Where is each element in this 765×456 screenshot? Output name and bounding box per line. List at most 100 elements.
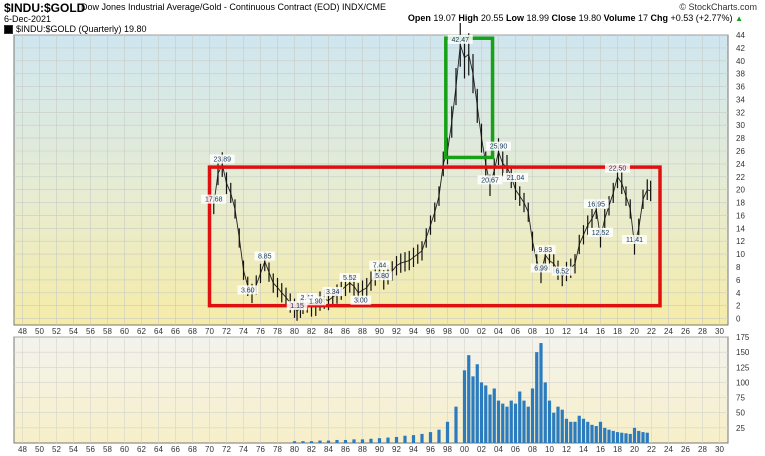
volume-bar bbox=[615, 432, 620, 443]
data-label-bg bbox=[551, 266, 573, 276]
volume-x-tick-label: 90 bbox=[375, 445, 384, 454]
data-label: 22.50 bbox=[605, 163, 630, 173]
y-tick-label: 28 bbox=[736, 134, 745, 143]
volume-bar bbox=[462, 370, 467, 443]
volume-x-tick-label: 26 bbox=[681, 445, 690, 454]
volume-x-tick-label: 88 bbox=[358, 445, 367, 454]
data-label-text: 23.89 bbox=[213, 157, 231, 164]
data-label-text: 22.50 bbox=[609, 166, 627, 173]
volume-y-tick-label: 50 bbox=[736, 409, 745, 418]
y-tick-label: 38 bbox=[736, 70, 745, 79]
volume-x-tick-label: 76 bbox=[256, 445, 265, 454]
x-tick-label: 96 bbox=[426, 327, 435, 336]
data-label-text: 20.67 bbox=[481, 177, 499, 184]
data-label-text: 12.52 bbox=[592, 230, 610, 237]
volume-x-tick-label: 74 bbox=[239, 445, 248, 454]
data-label-bg bbox=[605, 163, 630, 173]
volume-x-tick-label: 50 bbox=[35, 445, 44, 454]
data-label: 16.95 bbox=[583, 199, 609, 209]
volume-bar bbox=[581, 418, 586, 443]
volume-bar bbox=[501, 403, 505, 443]
volume-bar bbox=[603, 427, 607, 443]
volume-bar bbox=[505, 406, 509, 443]
volume-bar bbox=[471, 376, 475, 443]
x-tick-label: 48 bbox=[18, 327, 27, 336]
volume-x-tick-label: 12 bbox=[562, 445, 571, 454]
x-tick-label: 56 bbox=[86, 327, 95, 336]
data-label-text: 5.52 bbox=[343, 275, 357, 282]
x-tick-label: 66 bbox=[171, 327, 180, 336]
x-tick-label: 90 bbox=[375, 327, 384, 336]
chart-date: 6-Dec-2021 bbox=[4, 14, 52, 24]
x-tick-label: 88 bbox=[358, 327, 367, 336]
data-label-text: 7.44 bbox=[373, 263, 387, 270]
volume-bar bbox=[641, 432, 645, 443]
data-label: 20.67 bbox=[477, 175, 503, 185]
volume-bar bbox=[326, 440, 331, 443]
chg-label: Chg bbox=[650, 13, 669, 23]
data-label-text: 1.15 bbox=[290, 303, 304, 310]
data-label-bg bbox=[371, 271, 393, 281]
data-label-text: 3.00 bbox=[354, 298, 368, 305]
data-labels: 17.6823.893.608.851.152.411.903.345.523.… bbox=[201, 34, 647, 311]
y-tick-label: 14 bbox=[736, 224, 745, 233]
data-label: 3.34 bbox=[322, 287, 344, 297]
data-label-text: 1.90 bbox=[309, 298, 323, 305]
volume-x-tick-label: 84 bbox=[324, 445, 333, 454]
up-arrow-icon: ▲ bbox=[735, 14, 743, 23]
volume-bar bbox=[335, 439, 339, 443]
low-label: Low bbox=[505, 13, 524, 23]
volume-bar bbox=[628, 433, 632, 443]
volume-x-tick-label: 14 bbox=[579, 445, 588, 454]
volume-bar bbox=[522, 400, 526, 443]
x-tick-label: 26 bbox=[681, 327, 690, 336]
x-tick-label: 22 bbox=[647, 327, 656, 336]
x-tick-label: 58 bbox=[103, 327, 112, 336]
data-label: 42.47 bbox=[447, 34, 473, 44]
volume-x-tick-label: 24 bbox=[664, 445, 673, 454]
x-tick-label: 74 bbox=[239, 327, 248, 336]
volume-x-tick-label: 48 bbox=[18, 445, 27, 454]
volume-x-tick-label: 06 bbox=[511, 445, 520, 454]
volume-bar bbox=[547, 400, 552, 443]
volume-x-tick-label: 04 bbox=[494, 445, 503, 454]
data-label-bg bbox=[254, 251, 276, 261]
x-tick-label: 72 bbox=[222, 327, 231, 336]
volume-bar bbox=[394, 436, 399, 443]
data-label-text: 6.52 bbox=[555, 269, 569, 276]
high-value: 20.55 bbox=[480, 13, 504, 23]
volume-grid bbox=[14, 336, 728, 443]
volume-x-tick-label: 10 bbox=[545, 445, 554, 454]
data-label: 1.90 bbox=[305, 296, 327, 306]
data-label-text: 17.68 bbox=[205, 197, 223, 204]
x-tick-label: 70 bbox=[205, 327, 214, 336]
volume-x-tick-label: 16 bbox=[596, 445, 605, 454]
x-tick-label: 64 bbox=[154, 327, 163, 336]
volume-bar bbox=[484, 385, 488, 443]
volume-x-tick-label: 60 bbox=[120, 445, 129, 454]
data-label-text: 3.34 bbox=[326, 289, 340, 296]
volume-x-tick-label: 52 bbox=[52, 445, 61, 454]
volume-bar bbox=[475, 364, 479, 443]
data-label: 6.99 bbox=[530, 263, 552, 273]
open-value: 19.07 bbox=[433, 13, 456, 23]
volume-x-tick-label: 22 bbox=[647, 445, 656, 454]
data-label: 6.52 bbox=[551, 266, 573, 276]
red-range-box bbox=[207, 165, 662, 308]
volume-bar bbox=[607, 429, 611, 443]
data-label-bg bbox=[209, 154, 235, 164]
volume-bar bbox=[620, 432, 624, 443]
y-tick-label: 32 bbox=[736, 108, 745, 117]
chart-symbol: $INDU:$GOLD bbox=[4, 1, 86, 15]
y-tick-label: 18 bbox=[736, 199, 745, 208]
volume-x-tick-label: 54 bbox=[69, 445, 78, 454]
x-tick-label: 00 bbox=[460, 327, 469, 336]
data-label: 1.15 bbox=[286, 301, 308, 311]
series-legend: $INDU:$GOLD (Quarterly) 19.80 bbox=[4, 24, 147, 35]
data-label-text: 25.90 bbox=[490, 144, 508, 151]
x-tick-label: 30 bbox=[715, 327, 724, 336]
volume-bar bbox=[318, 440, 322, 443]
volume-bar bbox=[360, 439, 365, 443]
volume-x-tick-label: 28 bbox=[698, 445, 707, 454]
volume-x-tick-label: 30 bbox=[715, 445, 724, 454]
